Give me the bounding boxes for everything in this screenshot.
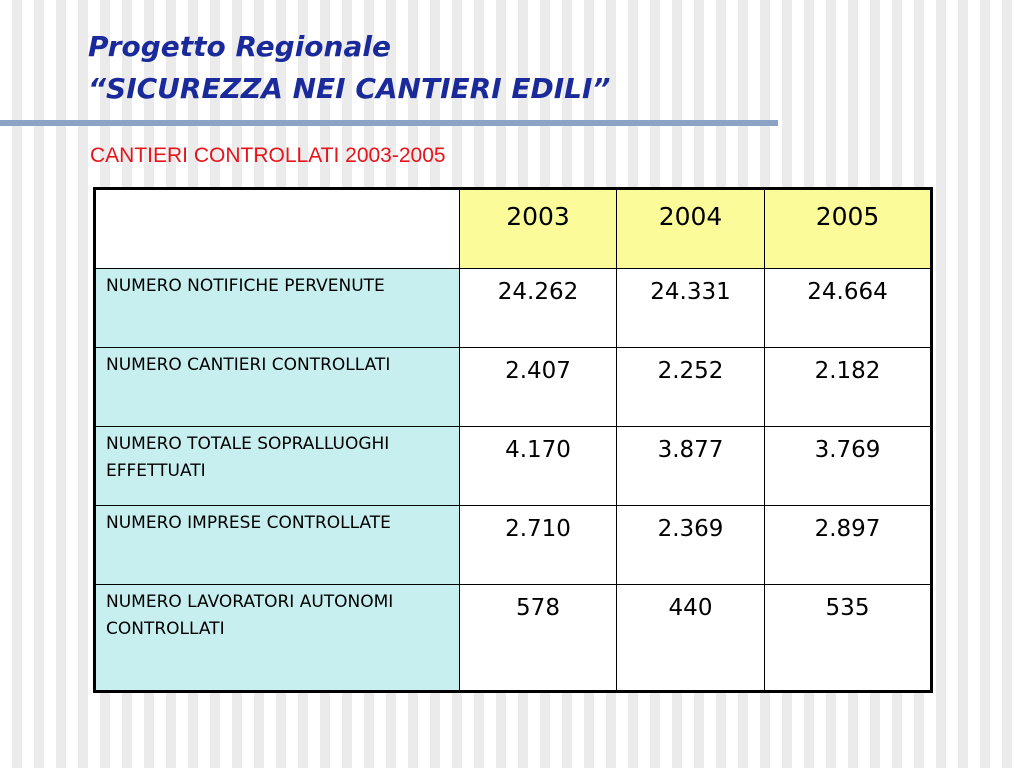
value-cell: 24.331 [616,268,765,348]
value-cell: 2.407 [459,347,617,427]
value-cell: 2.252 [616,347,765,427]
year-header: 2005 [764,188,932,269]
value-cell: 2.710 [459,505,617,585]
title-line: Progetto Regionale [88,30,391,63]
value-cell: 3.877 [616,426,765,506]
value-cell: 2.182 [764,347,932,427]
divider [0,120,778,126]
year-header: 2004 [616,188,765,269]
subtitle: CANTIERI CONTROLLATI 2003-2005 [90,144,446,167]
row-label: NUMERO TOTALE SOPRALLUOGHI EFFETTUATI [94,426,460,506]
data-table: 2003 2004 2005 NUMERO NOTIFICHE PERVENUTE 24… [93,187,933,693]
data-row: NUMERO NOTIFICHE PERVENUTE 24.262 24.331 24… [94,268,932,348]
data-row: NUMERO CANTIERI CONTROLLATI 2.407 2.252 2.1… [94,347,932,427]
header-row: 2003 2004 2005 [94,188,932,269]
row-label: NUMERO CANTIERI CONTROLLATI [94,347,460,427]
value-cell: 440 [616,584,765,692]
title-line: “SICUREZZA NEI CANTIERI EDILI” [88,72,611,105]
value-cell: 2.369 [616,505,765,585]
value-cell: 24.664 [764,268,932,348]
value-cell: 535 [764,584,932,692]
year-header: 2003 [459,188,617,269]
value-cell: 3.769 [764,426,932,506]
row-label: NUMERO IMPRESE CONTROLLATE [94,505,460,585]
data-row: NUMERO IMPRESE CONTROLLATE 2.710 2.369 2.89… [94,505,932,585]
row-label: NUMERO NOTIFICHE PERVENUTE [94,268,460,348]
row-label: NUMERO LAVORATORI AUTONOMI CONTROLLATI [94,584,460,692]
value-cell: 2.897 [764,505,932,585]
value-cell: 578 [459,584,617,692]
value-cell: 24.262 [459,268,617,348]
data-row: NUMERO LAVORATORI AUTONOMI CONTROLLATI 57… [94,584,932,692]
data-row: NUMERO TOTALE SOPRALLUOGHI EFFETTUATI 4.1… [94,426,932,506]
corner-cell [94,188,460,269]
title: Progetto Regionale “SICUREZZA NEI CANTIE… [88,26,610,110]
value-cell: 4.170 [459,426,617,506]
